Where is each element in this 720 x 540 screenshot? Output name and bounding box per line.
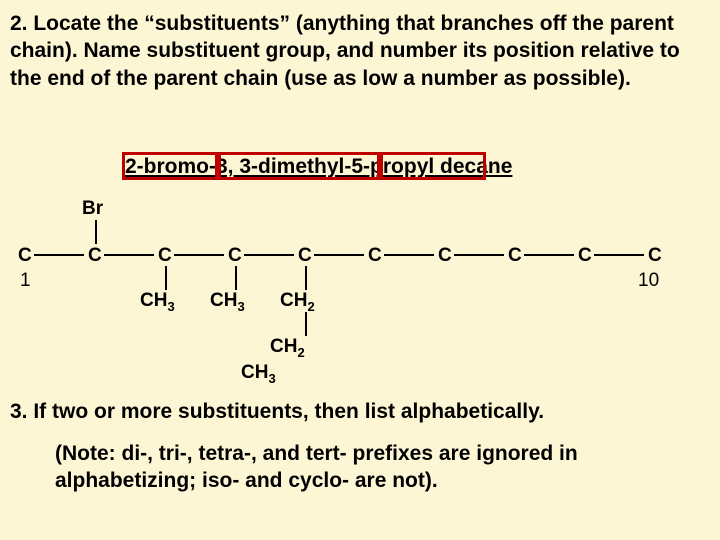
carbon-atom: C bbox=[298, 245, 312, 267]
substituent-label: CH2 bbox=[280, 290, 315, 314]
substituent-label: CH3 bbox=[140, 290, 175, 314]
carbon-atom: C bbox=[158, 245, 172, 267]
step-2-paragraph: 2. Locate the “substituents” (anything t… bbox=[10, 10, 710, 92]
bond bbox=[384, 254, 434, 256]
bond bbox=[314, 254, 364, 256]
substituent-label: Br bbox=[82, 198, 103, 220]
highlight-box-bromo bbox=[122, 152, 218, 180]
carbon-atom: C bbox=[18, 245, 32, 267]
highlight-box-propyl bbox=[380, 152, 486, 180]
structure-diagram: CCCCCCCCCCBrCH3CH3CH2CH2CH3110 bbox=[10, 190, 710, 385]
bond bbox=[524, 254, 574, 256]
bond bbox=[235, 266, 237, 290]
bond bbox=[104, 254, 154, 256]
position-number: 10 bbox=[638, 270, 659, 292]
carbon-atom: C bbox=[648, 245, 662, 267]
substituent-label: CH2 bbox=[270, 336, 305, 360]
carbon-atom: C bbox=[578, 245, 592, 267]
carbon-atom: C bbox=[88, 245, 102, 267]
carbon-atom: C bbox=[368, 245, 382, 267]
bond bbox=[454, 254, 504, 256]
note-paragraph: (Note: di-, tri-, tetra-, and tert- pref… bbox=[55, 440, 695, 495]
bond bbox=[174, 254, 224, 256]
substituent-label: CH3 bbox=[241, 362, 276, 386]
bond bbox=[305, 266, 307, 290]
bond bbox=[165, 266, 167, 290]
highlight-box-dimethyl bbox=[218, 152, 380, 180]
bond bbox=[95, 220, 97, 244]
carbon-atom: C bbox=[438, 245, 452, 267]
substituent-label: CH3 bbox=[210, 290, 245, 314]
bond bbox=[34, 254, 84, 256]
bond bbox=[305, 312, 307, 336]
carbon-atom: C bbox=[508, 245, 522, 267]
position-number: 1 bbox=[20, 270, 31, 292]
carbon-atom: C bbox=[228, 245, 242, 267]
step-3-paragraph: 3. If two or more substituents, then lis… bbox=[10, 398, 710, 425]
bond bbox=[244, 254, 294, 256]
bond bbox=[594, 254, 644, 256]
